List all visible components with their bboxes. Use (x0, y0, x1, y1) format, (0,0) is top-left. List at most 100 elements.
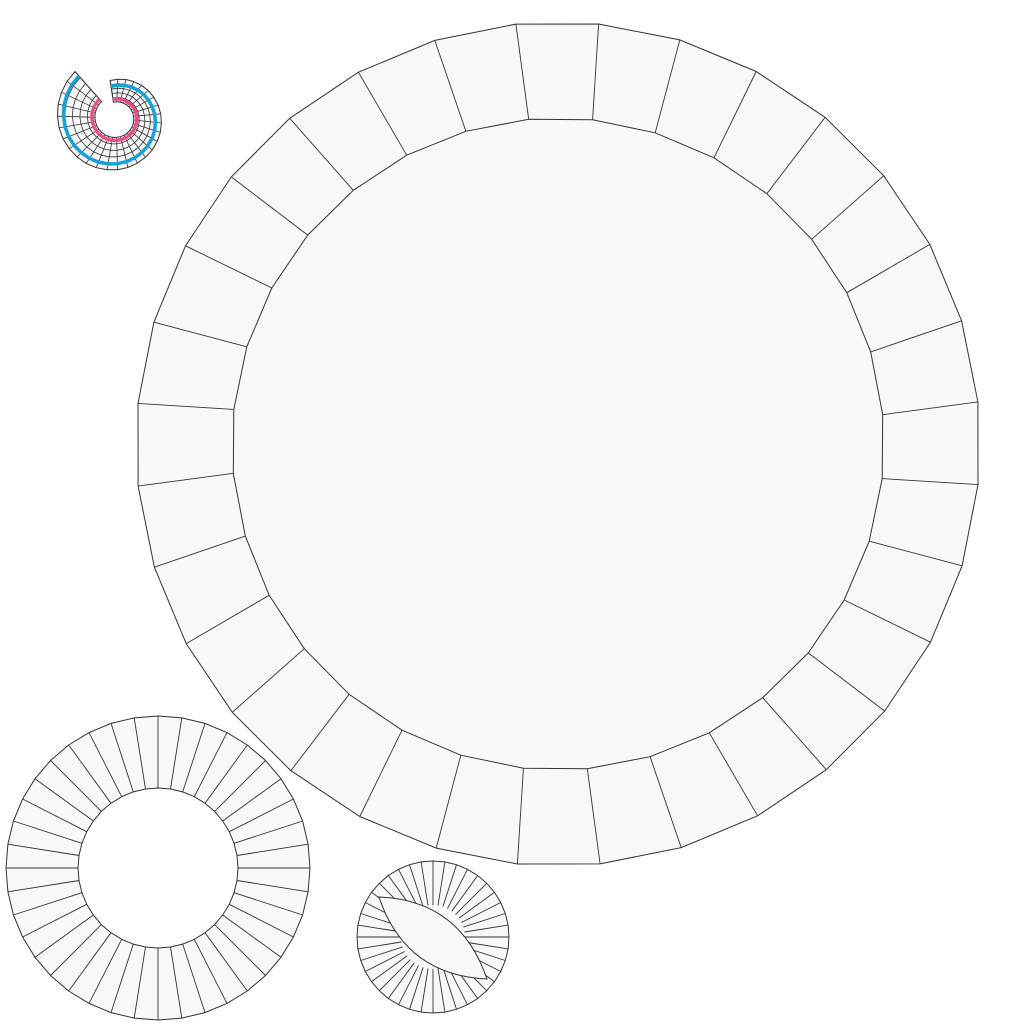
medium-ring-spoke (34, 914, 94, 958)
medium-ring-spoke (204, 932, 248, 992)
medium-ring-spoke (68, 932, 112, 992)
small-ring-spoke (360, 946, 403, 961)
large-ring-spoke (232, 648, 305, 713)
medium-ring-spoke (222, 914, 282, 958)
medium-ring-spoke (222, 778, 282, 822)
medium-ring-spoke (193, 939, 228, 1004)
medium-ring-spoke (133, 946, 146, 1019)
small-ring-spoke (437, 968, 446, 1013)
medium-ring-spoke (229, 798, 294, 833)
large-ring-spoke (586, 768, 601, 864)
medium-ring-spoke (7, 880, 80, 893)
small-ring-spoke (409, 967, 424, 1010)
large-ring-spoke (289, 118, 354, 191)
outer-seam-line (61, 74, 158, 166)
medium-ring-spoke (7, 843, 80, 856)
large-ring-spoke (138, 472, 234, 487)
medium-ring-spoke (214, 924, 266, 976)
large-ring-inner-edge (232, 118, 884, 770)
small-ring-spoke (357, 941, 402, 950)
large-ring-spoke (811, 175, 884, 240)
small-ring-spoke (437, 861, 446, 906)
large-ring-spoke (358, 71, 408, 156)
medium-ring-spoke (110, 943, 134, 1013)
large-ring-spoke (882, 478, 979, 486)
spiral-shell-island (56, 70, 162, 171)
large-ring-spoke (185, 245, 272, 289)
small-ring-spoke (409, 864, 424, 907)
medium-ring-spoke (50, 924, 102, 976)
small-ring-spoke (464, 941, 509, 950)
large-ring-spoke (516, 768, 524, 865)
small-ring-spoke (461, 902, 501, 923)
small-ring-spoke (398, 869, 419, 909)
medium-ring-spoke (170, 946, 183, 1019)
medium-ring-spoke (229, 903, 294, 938)
medium-ring-spoke (50, 760, 102, 812)
large-ring-spoke (434, 40, 467, 132)
small-ring-spoke (398, 965, 419, 1005)
large-ring-spoke (359, 730, 403, 817)
large-ring-spoke (154, 535, 246, 568)
medium-ring-spoke (182, 943, 206, 1013)
large-ring-spoke (654, 39, 681, 133)
small-ring-spoke (442, 967, 457, 1010)
large-ring-spoke (185, 594, 270, 644)
medium-ring-spoke (236, 880, 309, 893)
medium-ring-spoke (22, 798, 87, 833)
medium-ring-spoke (88, 732, 123, 797)
medium-ring-spoke (22, 903, 87, 938)
large-ring-spoke (762, 697, 827, 770)
medium-ring-spoke (214, 760, 266, 812)
large-ring-spoke (870, 320, 962, 353)
large-ring-spoke (435, 755, 462, 849)
medium-ring-spoke (34, 778, 94, 822)
small-ring-spoke (420, 861, 429, 906)
large-ring-spoke (844, 599, 931, 643)
small-ring-spoke (451, 875, 479, 912)
medium-ring-spoke (110, 723, 134, 793)
medium-ring-spoke (133, 717, 146, 790)
large-ring-island (137, 23, 979, 865)
large-ring-spoke (515, 24, 530, 120)
inner-seam-line (90, 97, 139, 143)
small-ring-spoke (371, 955, 408, 983)
medium-ring-spoke (236, 843, 309, 856)
spiral-shell-spoke (109, 80, 114, 103)
small-ring-spoke (357, 924, 402, 933)
large-ring-spoke (846, 244, 931, 294)
small-ring-spoke (458, 891, 495, 919)
medium-ring-island (5, 715, 311, 1021)
large-ring-spoke (592, 23, 600, 120)
large-ring-spoke (153, 321, 247, 348)
large-ring-spoke (869, 540, 963, 567)
small-ring-spoke (447, 869, 468, 909)
medium-ring-spoke (170, 717, 183, 790)
medium-ring-spoke (204, 744, 248, 804)
small-ring-spoke (442, 864, 457, 907)
medium-ring-inner-edge (77, 787, 239, 949)
small-ring-spoke (420, 968, 429, 1013)
medium-ring-spoke (13, 892, 83, 916)
small-ring-spoke (455, 882, 488, 915)
medium-ring-spoke (193, 732, 228, 797)
large-ring-spoke (290, 694, 350, 771)
medium-ring-spoke (13, 820, 83, 844)
large-ring-spoke (231, 176, 308, 236)
small-ring-spoke (463, 913, 506, 928)
small-ring-spoke (464, 924, 509, 933)
large-ring-spoke (766, 117, 826, 194)
large-ring-spoke (882, 401, 978, 416)
small-ring-spoke (387, 962, 415, 999)
small-ring-island (356, 860, 510, 1014)
medium-ring-spoke (233, 820, 303, 844)
medium-ring-spoke (233, 892, 303, 916)
small-ring-lens-face (378, 896, 488, 980)
small-ring-spoke (378, 959, 411, 992)
large-ring-spoke (713, 71, 757, 158)
large-ring-spoke (137, 402, 234, 410)
small-ring-spoke (365, 951, 405, 972)
medium-ring-spoke (182, 723, 206, 793)
medium-ring-spoke (68, 744, 112, 804)
